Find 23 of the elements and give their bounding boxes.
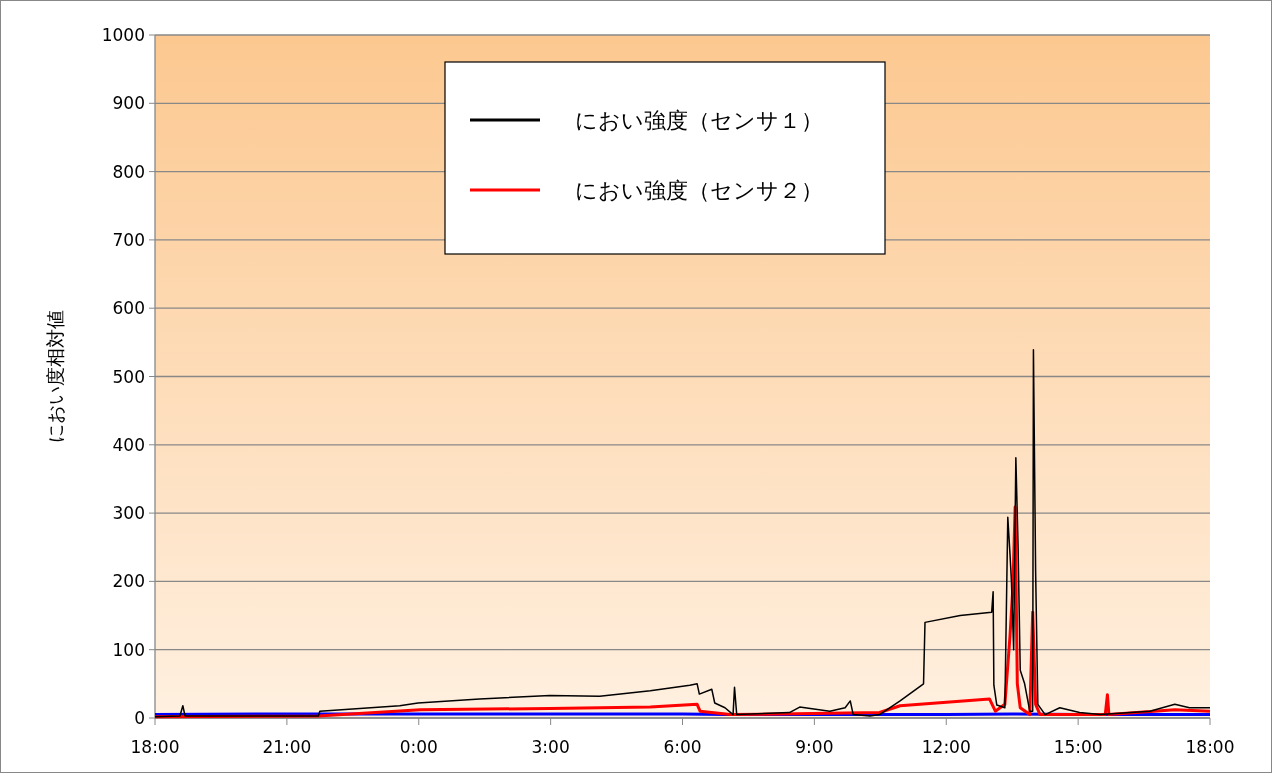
y-tick-label: 0: [134, 708, 145, 728]
y-tick-label: 1000: [101, 25, 145, 45]
x-tick-label: 9:00: [795, 737, 834, 757]
y-tick-label: 500: [112, 366, 145, 387]
x-tick-label: 15:00: [1053, 737, 1103, 757]
y-tick-label: 200: [112, 571, 145, 592]
legend-label: におい強度（センサ１）: [575, 108, 823, 133]
x-tick-label: 18:00: [130, 737, 180, 757]
x-tick-label: 18:00: [1185, 737, 1235, 757]
x-tick-label: 21:00: [262, 737, 312, 757]
x-tick-label: 6:00: [663, 737, 702, 757]
x-tick-label: 12:00: [921, 737, 971, 757]
y-tick-label: 400: [112, 434, 145, 455]
y-tick-label: 700: [112, 229, 145, 250]
y-tick-label: 300: [112, 503, 145, 524]
y-axis-title: におい度相対値: [44, 310, 66, 443]
legend-label: におい強度（センサ２）: [575, 178, 823, 203]
y-tick-label: 900: [112, 93, 145, 114]
x-tick-label: 0:00: [399, 737, 438, 757]
y-tick-label: 800: [112, 161, 145, 182]
x-tick-label: 3:00: [531, 737, 570, 757]
y-tick-label: 100: [112, 639, 145, 660]
y-tick-label: 600: [112, 298, 145, 319]
